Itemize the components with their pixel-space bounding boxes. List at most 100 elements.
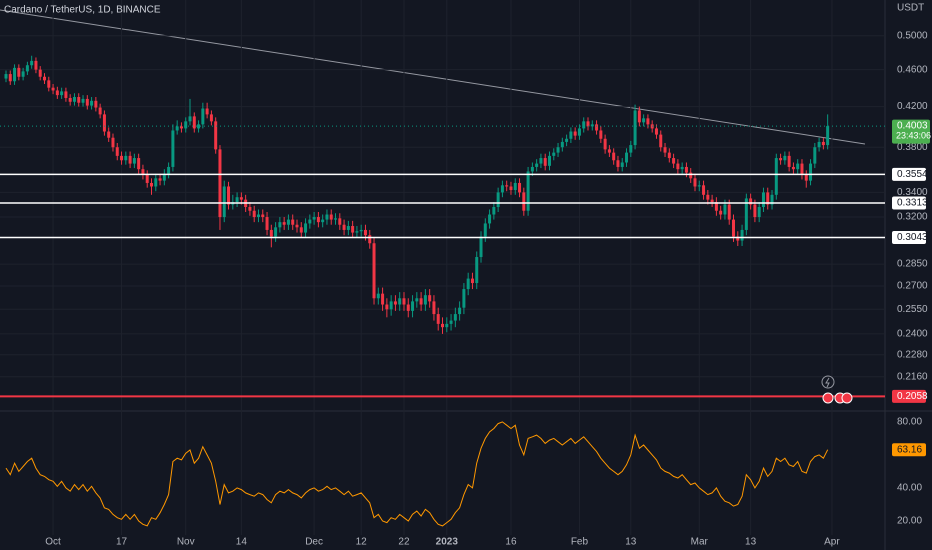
candle-body [543, 158, 547, 166]
candle-body [17, 67, 21, 77]
candle-body [496, 192, 500, 208]
alert-icon[interactable] [841, 392, 853, 404]
candle-body [800, 163, 804, 175]
candle-body [453, 314, 457, 321]
x-tick-label: 16 [505, 537, 517, 548]
candle-body [633, 110, 637, 146]
alert-icon[interactable] [822, 392, 834, 404]
candle-body [329, 214, 333, 220]
candle-body [4, 74, 8, 79]
candle-body [479, 236, 483, 258]
candle-body [13, 67, 17, 82]
candle-body [599, 130, 603, 139]
candle-body [774, 158, 778, 195]
level-label: 0.3313 [897, 198, 928, 209]
candle-body [192, 116, 196, 129]
candle-body [569, 131, 573, 139]
candle-body [809, 163, 813, 181]
candle-body [787, 155, 791, 167]
candle-body [740, 229, 744, 241]
x-tick-label: 2023 [436, 537, 459, 548]
candle-body [188, 116, 192, 122]
candle-body [406, 304, 410, 311]
candle-body [620, 162, 624, 167]
candle-body [321, 219, 325, 223]
candle-body [552, 152, 556, 156]
candle-body [646, 118, 650, 125]
candle-body [171, 130, 175, 167]
candle-body [325, 214, 329, 220]
candle-body [51, 87, 55, 91]
candle-body [43, 76, 47, 81]
candle-body [90, 100, 94, 106]
candle-body [565, 138, 569, 142]
candle-body [381, 293, 385, 305]
candle-body [761, 192, 765, 208]
candle-body [81, 98, 85, 103]
level-label-box [892, 167, 926, 181]
y-tick-label: 0.2700 [897, 281, 928, 292]
candle-body [8, 74, 12, 82]
currency: USDT [897, 3, 924, 14]
event-icon[interactable] [821, 375, 835, 389]
x-tick-label: 13 [625, 537, 637, 548]
candle-body [363, 229, 367, 236]
candle-body [423, 295, 427, 305]
last-price-label: 0.4003 [897, 121, 928, 132]
candle-body [732, 219, 736, 237]
candle-body [509, 186, 513, 191]
candle-body [449, 320, 453, 324]
candle-body [34, 60, 38, 70]
candle-body [727, 204, 731, 220]
candle-body [102, 114, 106, 132]
candle-body [680, 166, 684, 170]
candle-body [111, 137, 115, 148]
candle-body [462, 289, 466, 308]
candle-body [222, 186, 226, 218]
candle-body [402, 298, 406, 305]
candle-body [411, 301, 415, 311]
x-tick-label: Feb [571, 537, 589, 548]
y-tick-label: 0.2280 [897, 349, 928, 360]
candle-body [197, 124, 201, 129]
candle-body [30, 60, 34, 66]
candle-body [351, 226, 355, 233]
candle-body [466, 278, 470, 290]
candle-body [791, 166, 795, 170]
candle-body [625, 152, 629, 163]
candle-body [291, 219, 295, 225]
candle-body [428, 295, 432, 302]
candle-body [505, 185, 509, 187]
candle-body [710, 199, 714, 203]
candle-body [736, 236, 740, 241]
rsi-line [5, 421, 829, 527]
candle-body [719, 210, 723, 215]
candle-body [278, 222, 282, 228]
candle-body [817, 141, 821, 148]
candle-body [637, 110, 641, 123]
y-tick-label: 0.3800 [897, 142, 928, 153]
candle-body [235, 197, 239, 203]
candle-body [85, 98, 89, 106]
candle-body [475, 257, 479, 284]
level-label-box [892, 196, 926, 210]
candle-body [227, 186, 231, 205]
candle-body [261, 214, 265, 218]
candle-body [458, 307, 462, 315]
candle-body [749, 198, 753, 205]
candle-body [676, 163, 680, 170]
candle-body [346, 226, 350, 230]
candle-body [667, 152, 671, 159]
candle-body [702, 185, 706, 195]
x-tick-label: Nov [177, 537, 195, 548]
candle-body [577, 128, 581, 136]
y-tick-label: 0.2850 [897, 259, 928, 270]
candle-body [590, 124, 594, 127]
candle-body [629, 145, 633, 153]
candle-body [68, 97, 72, 102]
candle-body [98, 107, 102, 115]
candle-body [265, 217, 269, 230]
candle-body [299, 227, 303, 233]
candle-body [201, 108, 205, 125]
